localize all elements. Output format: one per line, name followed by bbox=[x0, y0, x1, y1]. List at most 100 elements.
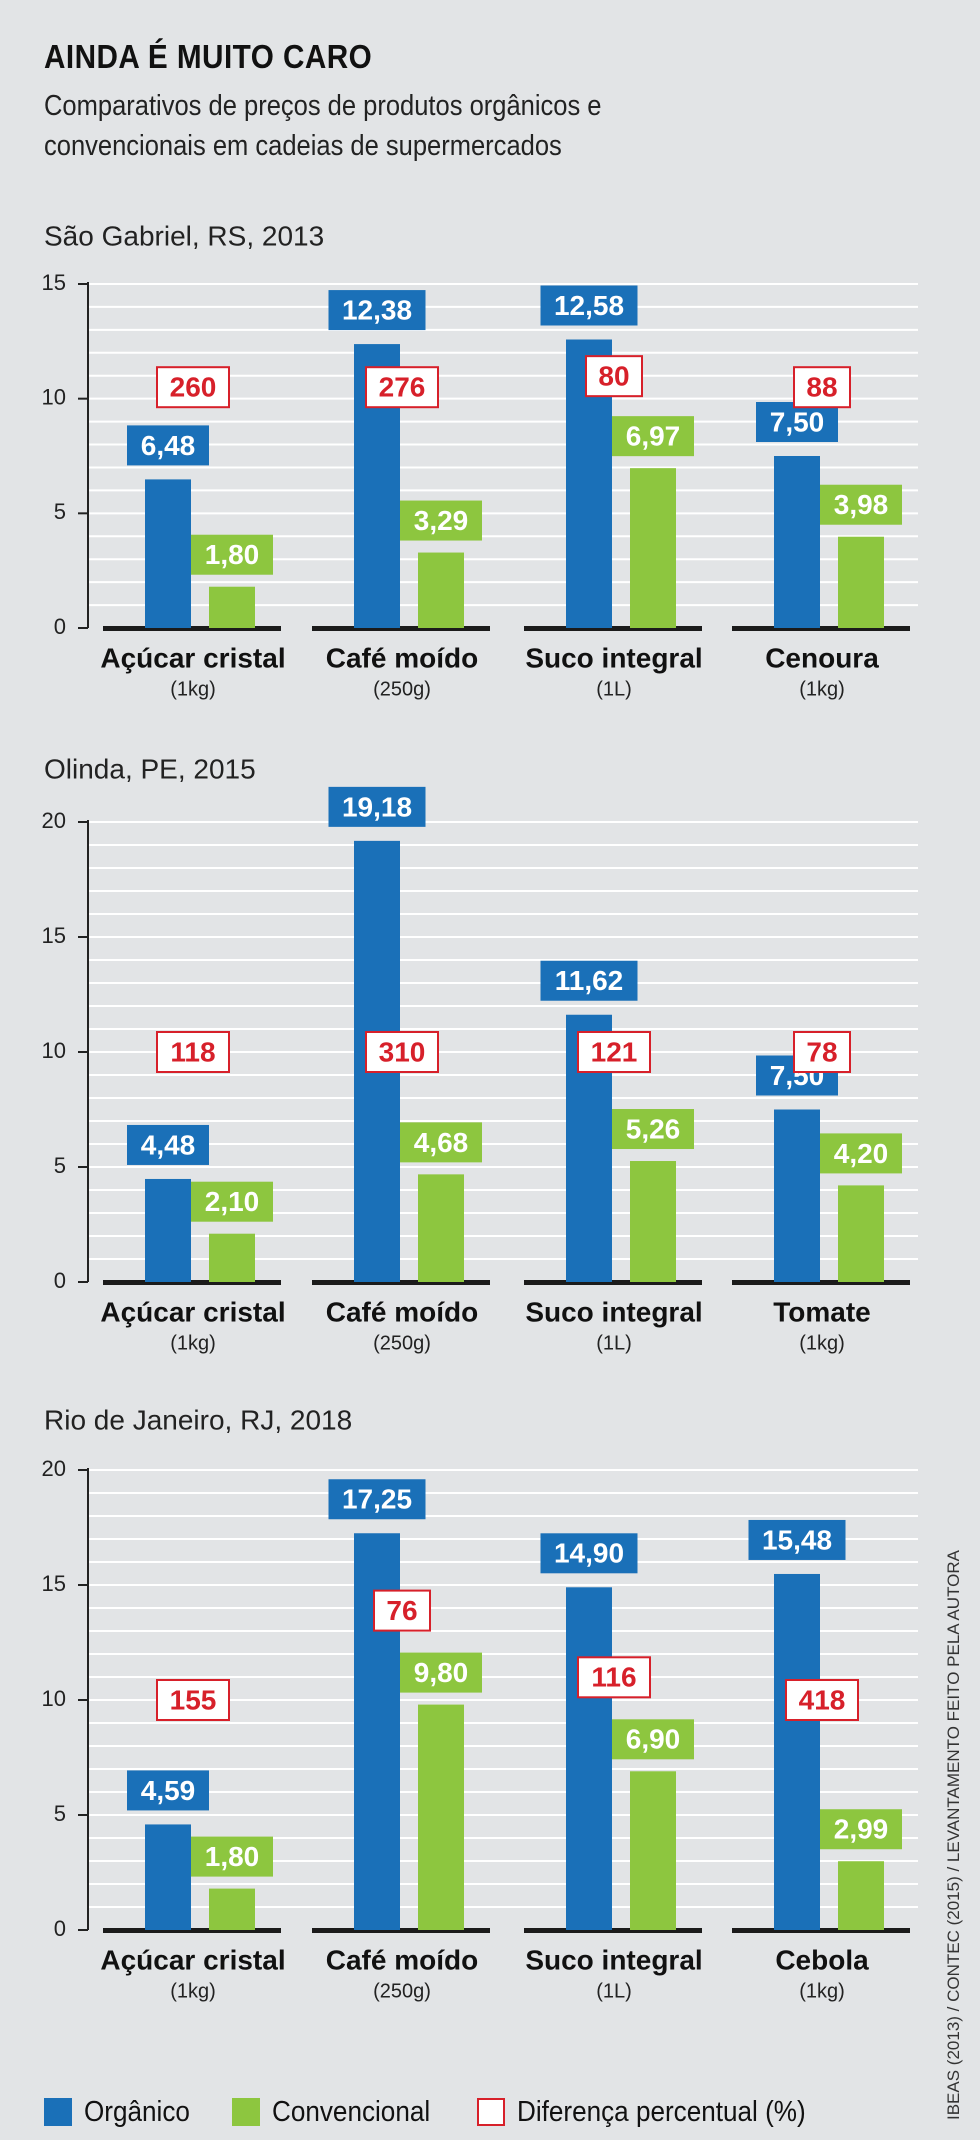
chart-2-title: Olinda, PE, 2015 bbox=[44, 753, 256, 784]
infographic-title: AINDA É MUITO CARO bbox=[44, 38, 373, 75]
chart-3-label-conventional-box bbox=[612, 1719, 694, 1760]
legend-organic-swatch bbox=[44, 2098, 72, 2126]
chart-1-group-baseline bbox=[524, 626, 702, 631]
chart-1-diff-label-box bbox=[585, 355, 643, 398]
chart-1-diff-label-box bbox=[793, 366, 851, 409]
legend-organic: Orgânico bbox=[44, 2096, 202, 2129]
chart-1-label-conventional: 6,97 bbox=[626, 421, 681, 452]
infographic-subtitle: Comparativos de preços de produtos orgân… bbox=[44, 90, 602, 162]
chart-1-unit-label: (1kg) bbox=[799, 678, 845, 700]
chart-3-label-organic: 14,90 bbox=[554, 1538, 624, 1569]
chart-2-category-label: Café moído bbox=[326, 1296, 478, 1327]
chart-1-label-organic-box bbox=[540, 285, 638, 326]
chart-2-diff-label: 118 bbox=[170, 1036, 215, 1067]
chart-2-label-organic: 11,62 bbox=[555, 965, 624, 996]
chart-2-label-conventional-box bbox=[400, 1122, 482, 1163]
chart-3-label-conventional-box bbox=[400, 1652, 482, 1693]
chart-2-label-conventional: 5,26 bbox=[626, 1113, 681, 1144]
chart-3-category-label: Açúcar cristal bbox=[100, 1944, 285, 1975]
chart-2-diff-label-box bbox=[793, 1031, 851, 1073]
chart-2-bar-conventional bbox=[630, 1161, 676, 1282]
chart-1-group-baseline bbox=[103, 626, 281, 631]
chart-2-label-conventional: 2,10 bbox=[205, 1186, 260, 1217]
chart-2-y-tick-label: 0 bbox=[54, 1268, 66, 1293]
chart-3-category-label: Suco integral bbox=[525, 1944, 702, 1975]
chart-1-bar-organic bbox=[774, 456, 820, 628]
legend-conventional-label: Convencional bbox=[271, 2095, 430, 2128]
chart-1-category-label: Suco integral bbox=[525, 642, 702, 673]
legend-organic-label: Orgânico bbox=[84, 2095, 190, 2128]
chart-2-label-conventional-box bbox=[191, 1181, 273, 1222]
chart-1-y-tick-label: 15 bbox=[42, 270, 66, 295]
chart-3-title: Rio de Janeiro, RJ, 2018 bbox=[44, 1404, 352, 1435]
chart-2-diff-label-box bbox=[156, 1031, 230, 1073]
chart-2-unit-label: (1kg) bbox=[799, 1332, 845, 1354]
chart-1-bar-conventional bbox=[418, 552, 464, 628]
legend-conventional-swatch bbox=[231, 2098, 260, 2126]
chart-3-label-conventional-box bbox=[191, 1836, 273, 1877]
chart-3-diff-label-box bbox=[373, 1589, 431, 1632]
chart-2-label-organic-box bbox=[127, 1124, 209, 1165]
chart-3-label-conventional: 6,90 bbox=[626, 1724, 681, 1755]
chart-2-bar-organic bbox=[774, 1109, 820, 1282]
chart-1-label-conventional: 3,98 bbox=[834, 489, 889, 520]
chart-3-label-conventional: 9,80 bbox=[414, 1657, 469, 1688]
chart-2-group-baseline bbox=[103, 1280, 281, 1285]
chart-2-y-tick-label: 15 bbox=[42, 923, 66, 948]
chart-3-diff-label-box bbox=[577, 1656, 651, 1699]
chart-1-diff-label: 260 bbox=[170, 372, 217, 403]
chart-3-label-conventional-box bbox=[820, 1809, 902, 1850]
chart-2-bar-conventional bbox=[418, 1174, 464, 1282]
chart-3-bar-conventional bbox=[418, 1704, 464, 1930]
chart-2-group-baseline bbox=[524, 1280, 702, 1285]
chart-1-label-organic-box bbox=[127, 425, 209, 466]
chart-3-label-organic-box bbox=[328, 1479, 426, 1520]
chart-3-group-baseline bbox=[732, 1928, 910, 1933]
chart-3-y-tick-label: 5 bbox=[54, 1801, 66, 1826]
chart-2-group-baseline bbox=[312, 1280, 490, 1285]
chart-2-label-conventional-box bbox=[612, 1109, 694, 1150]
chart-2-diff-label-box bbox=[365, 1031, 439, 1073]
chart-3-label-organic: 15,48 bbox=[762, 1524, 832, 1555]
chart-2-bar-conventional bbox=[838, 1185, 884, 1282]
chart-3-group-baseline bbox=[312, 1928, 490, 1933]
chart-1-label-conventional-box bbox=[820, 484, 902, 525]
source-credit: IBEAS (2013) / CONTEC (2015) / LEVANTAME… bbox=[944, 1550, 963, 2120]
chart-1-diff-label-box bbox=[365, 366, 439, 409]
chart-3-bar-organic bbox=[145, 1824, 191, 1930]
chart-3-diff-label: 116 bbox=[591, 1662, 636, 1693]
chart-2-label-organic: 4,48 bbox=[141, 1129, 196, 1160]
chart-1-label-conventional: 1,80 bbox=[205, 539, 260, 570]
chart-1-label-conventional-box bbox=[400, 500, 482, 541]
chart-2-label-organic-box bbox=[328, 786, 426, 827]
chart-1-label-organic-box bbox=[756, 402, 838, 442]
chart-2-label-conventional: 4,68 bbox=[414, 1127, 469, 1158]
chart-1-y-tick-label: 5 bbox=[54, 499, 66, 524]
legend-diff: Diferença percentual (%) bbox=[477, 2096, 838, 2129]
chart-3-y-tick-label: 15 bbox=[42, 1571, 66, 1596]
chart-1-label-conventional-box bbox=[191, 534, 273, 575]
chart-2-y-tick-label: 20 bbox=[42, 808, 66, 833]
chart-1-bar-conventional bbox=[209, 586, 255, 628]
chart-3-diff-label: 155 bbox=[170, 1684, 217, 1715]
chart-1-label-organic: 12,58 bbox=[554, 290, 624, 321]
legend: Orgânico Convencional Diferença percentu… bbox=[44, 2090, 868, 2134]
chart-2-diff-label: 78 bbox=[806, 1036, 837, 1067]
chart-1-diff-label-box bbox=[156, 366, 230, 409]
chart-2-group-baseline bbox=[732, 1280, 910, 1285]
chart-3-label-organic-box bbox=[540, 1533, 638, 1574]
chart-2-bar-conventional bbox=[209, 1233, 255, 1282]
chart-3-unit-label: (1kg) bbox=[170, 1980, 216, 2002]
chart-2-label-conventional-box bbox=[820, 1133, 902, 1174]
chart-2-label-organic: 19,18 bbox=[342, 791, 412, 822]
chart-3-diff-label: 76 bbox=[386, 1595, 417, 1626]
chart-2-y-tick-label: 10 bbox=[42, 1038, 66, 1063]
chart-2-diff-label: 121 bbox=[591, 1036, 638, 1067]
chart-1-bar-conventional bbox=[838, 536, 884, 628]
chart-3-unit-label: (250g) bbox=[373, 1980, 431, 2002]
chart-3-label-conventional: 2,99 bbox=[834, 1814, 889, 1845]
chart-3-group-baseline bbox=[524, 1928, 702, 1933]
chart-2-bar-organic bbox=[145, 1178, 191, 1282]
chart-3-bar-conventional bbox=[630, 1771, 676, 1930]
